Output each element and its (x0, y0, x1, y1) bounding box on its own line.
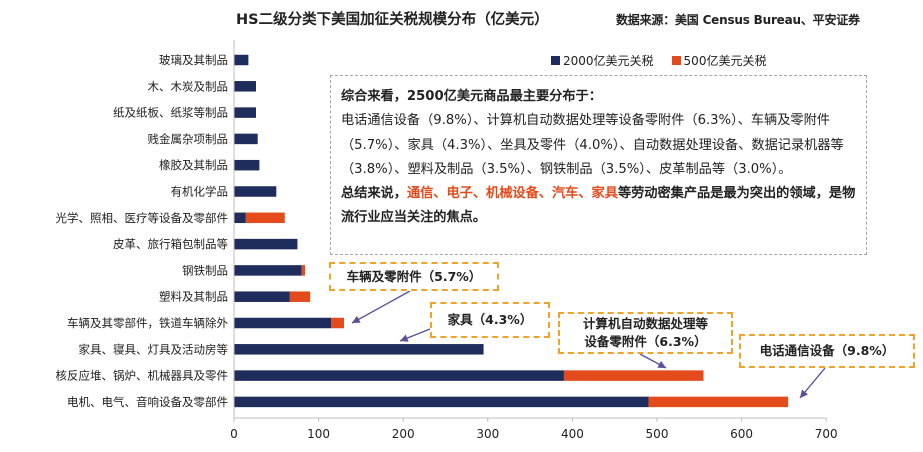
callout-vehicles-text: 车辆及零附件（5.7%） (346, 268, 482, 284)
conclusion-highlight: 通信、电子、机械设备、汽车、家具 (406, 186, 618, 202)
bar-2000-3 (234, 133, 258, 145)
data-source: 数据来源：美国 Census Bureau、平安证券 (616, 13, 860, 27)
arrow-computer (639, 353, 667, 369)
bar-2000-2 (234, 107, 256, 118)
legend-label-2000: 2000亿美元关税 (563, 54, 654, 68)
category-label-11: 家具、寝具、灯具及活动房等 (79, 342, 229, 356)
x-tick-label-5: 500 (646, 427, 669, 441)
legend-label-500: 500亿美元关税 (683, 54, 767, 68)
arrow-vehicles (351, 290, 411, 324)
category-label-1: 木、木炭及制品 (148, 79, 229, 93)
callout-furniture: 家具（4.3%） (430, 302, 550, 338)
bar-2000-10 (234, 317, 332, 329)
chart-title: HS二级分类下美国加征关税规模分布（亿美元） (236, 12, 549, 28)
category-label-4: 橡胶及其制品 (159, 158, 228, 172)
bar-2000-13 (234, 396, 649, 408)
category-label-0: 玻璃及其制品 (159, 53, 228, 67)
x-tick-label-3: 300 (476, 427, 499, 441)
callout-computer-line1: 计算机自动数据处理等 (582, 316, 708, 331)
x-tick-label-4: 400 (561, 427, 584, 441)
legend-item-2000: 2000亿美元关税 (551, 52, 654, 69)
category-label-12: 核反应堆、锅炉、机械器具及零件 (56, 369, 229, 383)
category-label-2: 纸及纸板、纸浆等制品 (113, 106, 228, 120)
bar-2000-0 (234, 54, 249, 66)
bar-500-6 (245, 212, 285, 224)
category-label-7: 皮革、旅行箱包制品等 (113, 237, 228, 251)
callout-telecom: 电话通信设备（9.8%） (739, 334, 915, 368)
legend-swatch-2000 (551, 56, 560, 65)
bar-2000-4 (234, 159, 260, 171)
category-label-13: 电机、电气、音响设备及零部件 (67, 395, 228, 409)
bar-500-9 (289, 291, 311, 302)
x-tick-label-2: 200 (392, 427, 415, 441)
category-label-10: 车辆及其零部件，铁道车辆除外 (67, 316, 228, 330)
bar-500-8 (301, 265, 306, 276)
category-label-5: 有机化学品 (171, 185, 229, 199)
x-tick-label-1: 100 (307, 427, 330, 441)
bar-500-10 (331, 317, 344, 329)
conclusion-prefix: 总结来说， (341, 186, 407, 202)
category-label-6: 光学、照相、医疗等设备及零部件 (56, 211, 229, 225)
summary-conclusion: 总结来说，通信、电子、机械设备、汽车、家具等劳动密集产品是最为突出的领域，是物流… (341, 182, 856, 231)
x-tick-label-6: 600 (730, 427, 753, 441)
bar-2000-8 (234, 265, 302, 276)
bar-2000-12 (234, 370, 564, 381)
callout-computer: 计算机自动数据处理等 设备零附件（6.3%） (558, 312, 733, 354)
legend-swatch-500 (671, 56, 681, 65)
callout-furniture-text: 家具（4.3%） (447, 312, 533, 327)
summary-body: 电话通信设备（9.8%）、计算机自动数据处理等设备零附件（6.3%）、车辆及零附… (341, 113, 844, 177)
bar-2000-6 (234, 212, 246, 224)
x-tick-label-0: 0 (230, 427, 238, 441)
legend-item-500: 500亿美元关税 (671, 52, 767, 69)
bar-2000-11 (234, 344, 484, 355)
conclusion-suffix: 等劳动密集产品是最为突出的领域，是物流行业应当关注的焦点。 (341, 186, 856, 226)
bar-2000-5 (234, 186, 277, 197)
bar-2000-1 (234, 81, 256, 92)
bar-500-13 (648, 396, 789, 408)
callout-vehicles: 车辆及零附件（5.7%） (329, 262, 499, 291)
category-label-8: 钢铁制品 (182, 263, 228, 277)
summary-box: 综合来看，2500亿美元商品最主要分布于： 电话通信设备（9.8%）、计算机自动… (330, 75, 867, 255)
bar-500-12 (563, 370, 704, 381)
x-tick-label-7: 700 (815, 427, 838, 441)
category-label-3: 贱金属杂项制品 (148, 132, 229, 146)
bar-2000-9 (234, 291, 290, 302)
arrow-telecom (799, 367, 826, 399)
callout-telecom-text: 电话通信设备（9.8%） (759, 343, 895, 358)
callout-computer-line2: 设备零附件（6.3%） (584, 334, 707, 349)
summary-heading: 综合来看，2500亿美元商品最主要分布于： (341, 89, 602, 104)
legend: 2000亿美元关税 500亿美元关税 (551, 52, 784, 69)
bar-2000-7 (234, 238, 298, 250)
category-label-9: 塑料及其制品 (159, 290, 228, 304)
